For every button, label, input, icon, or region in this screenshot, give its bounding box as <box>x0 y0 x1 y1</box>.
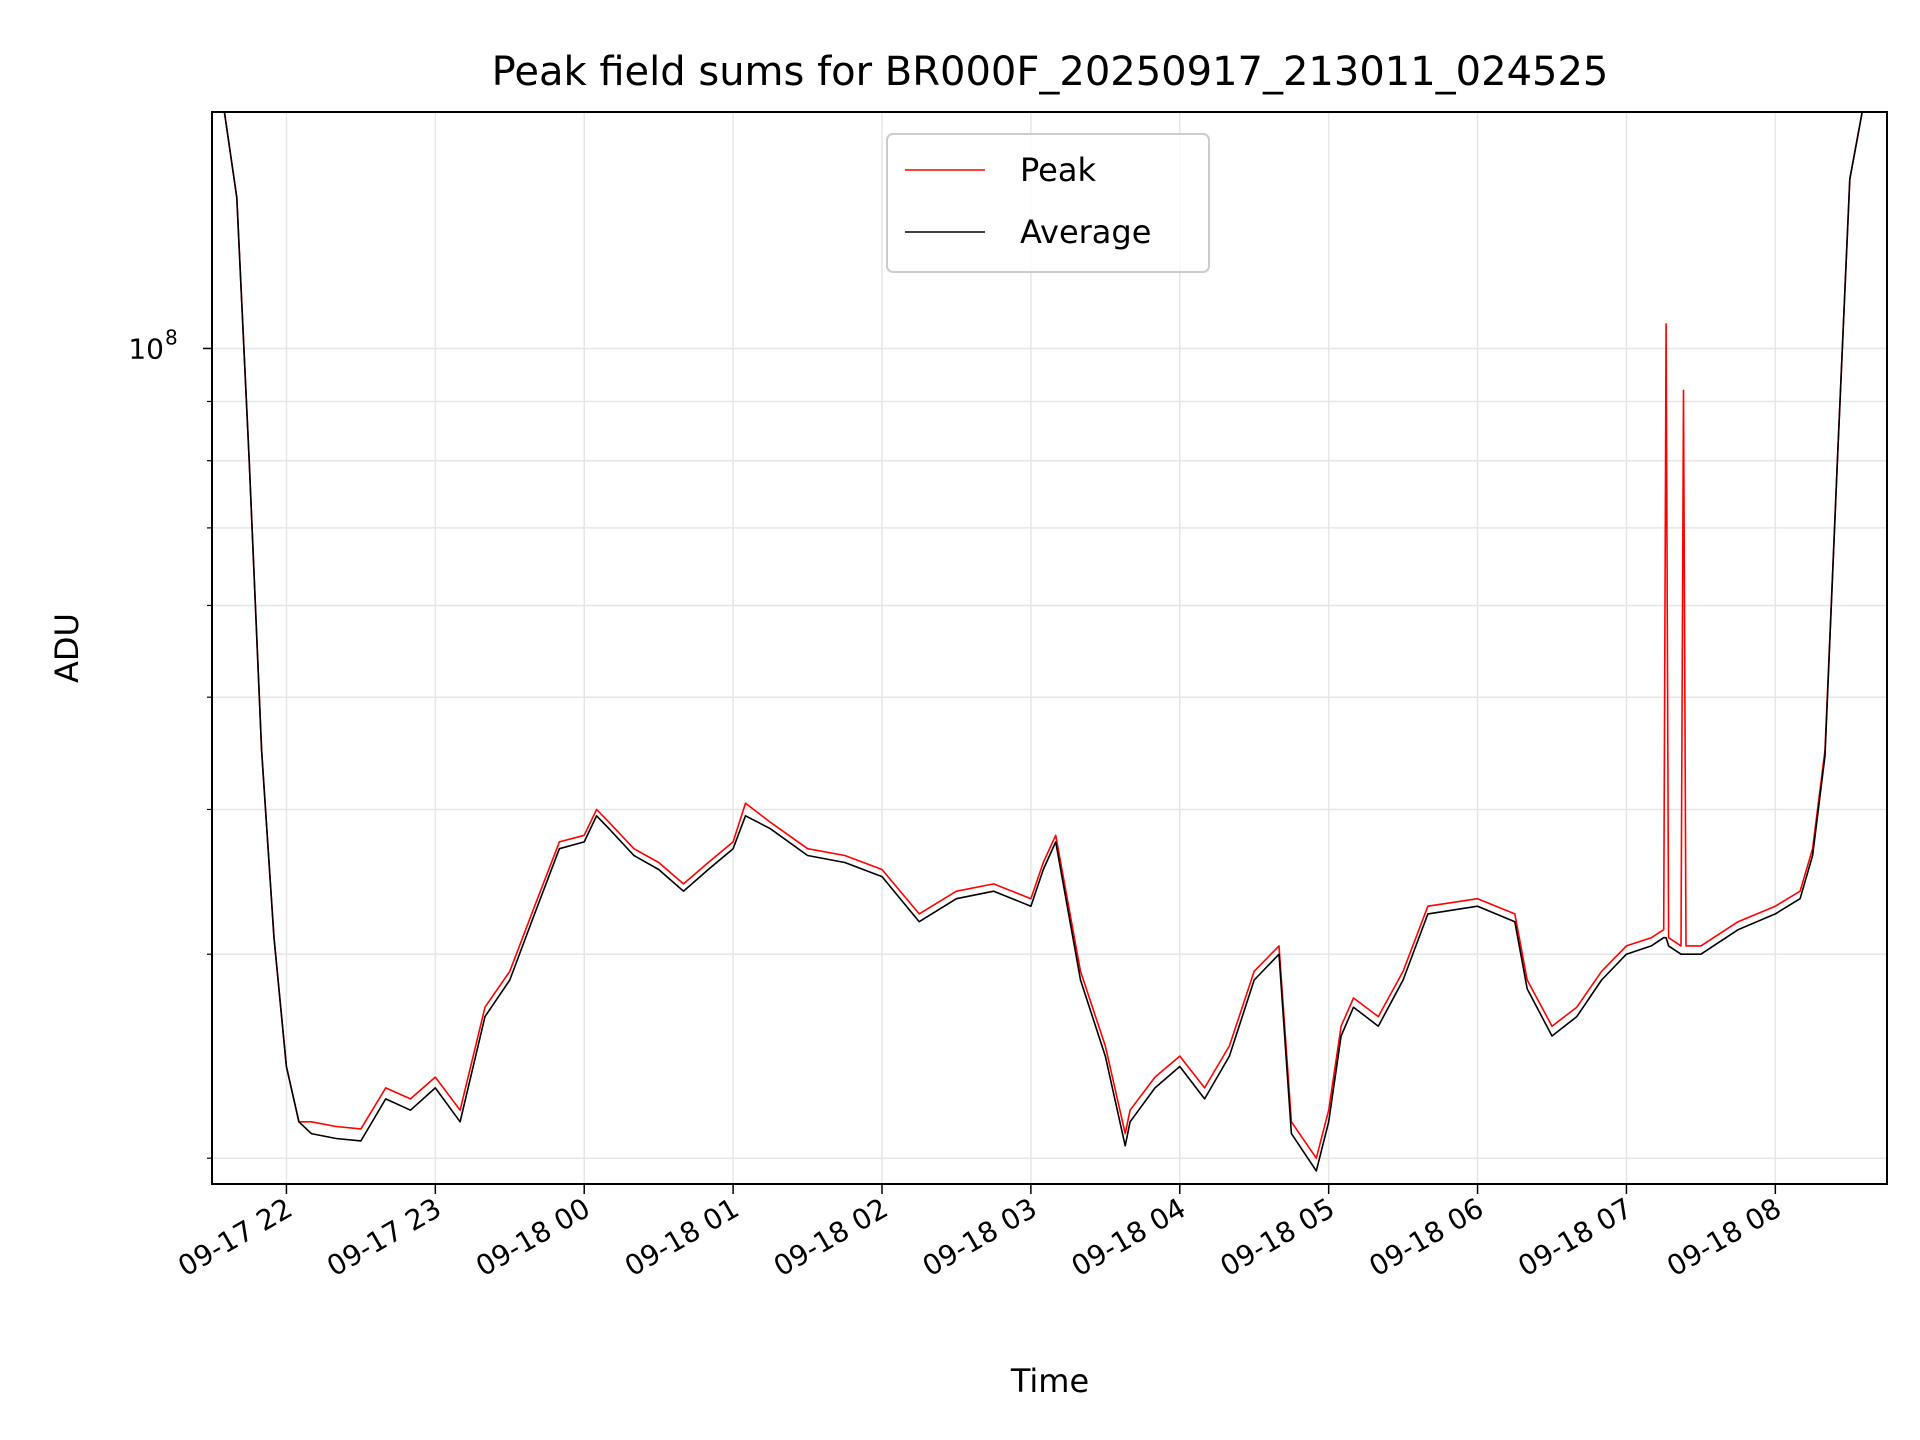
y-axis-label: ADU <box>48 613 86 683</box>
series-layer <box>223 112 1863 1172</box>
axes-frame <box>211 111 1888 1185</box>
legend-label-peak: Peak <box>1020 151 1096 189</box>
x-axis-label: Time <box>1010 1362 1089 1400</box>
y-tick-label: 10 <box>128 332 164 365</box>
y-axis-ticks: 10 8 <box>128 325 212 1159</box>
legend-label-average: Average <box>1020 213 1151 251</box>
grid <box>212 112 1887 1184</box>
legend-box <box>886 133 1210 273</box>
legend: Peak Average <box>886 133 1210 273</box>
series-line-average <box>223 112 1863 1172</box>
series-line-peak <box>223 112 1863 1159</box>
chart-title: Peak field sums for BR000F_20250917_2130… <box>492 49 1609 95</box>
y-tick-label-exponent: 8 <box>165 325 178 349</box>
